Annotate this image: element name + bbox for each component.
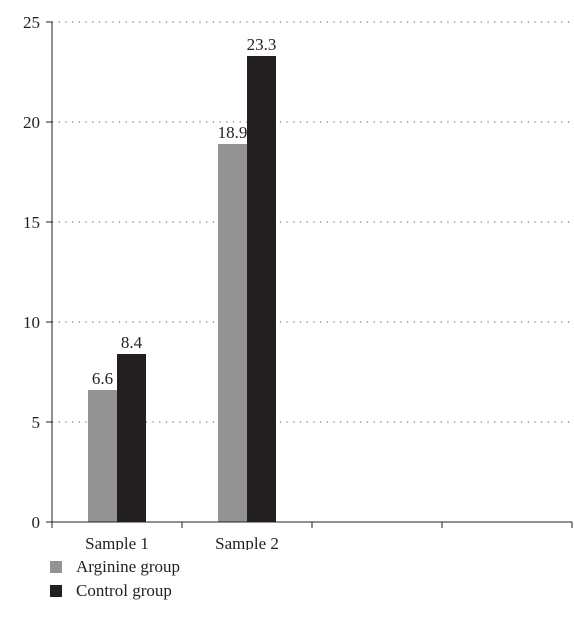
- data-labels: 6.6 8.4 18.9 23.3: [92, 35, 277, 388]
- y-tick-label: 25: [23, 13, 40, 32]
- y-tick-label: 10: [23, 313, 40, 332]
- bars: [88, 56, 276, 522]
- bar-arginine-1: [88, 390, 117, 522]
- data-label: 6.6: [92, 369, 113, 388]
- legend-label-control: Control group: [76, 581, 172, 600]
- y-tick-label: 15: [23, 213, 40, 232]
- legend-item-control: Control group: [50, 579, 180, 603]
- y-tick-label: 5: [32, 413, 41, 432]
- legend: Arginine group Control group: [50, 555, 180, 603]
- data-label: 18.9: [218, 123, 248, 142]
- category-labels: Sample 1 Sample 2: [85, 534, 279, 550]
- axes: [51, 22, 573, 528]
- bar-control-1: [117, 354, 146, 522]
- x-category-label: Sample 2: [215, 534, 279, 550]
- bar-arginine-2: [218, 144, 247, 522]
- y-axis-ticks: 0 5 10 15 20 25: [23, 13, 52, 532]
- legend-item-arginine: Arginine group: [50, 555, 180, 579]
- legend-swatch-control: [50, 585, 62, 597]
- data-label: 23.3: [247, 35, 277, 54]
- y-tick-label: 0: [32, 513, 41, 532]
- data-label: 8.4: [121, 333, 143, 352]
- y-tick-label: 20: [23, 113, 40, 132]
- x-category-label: Sample 1: [85, 534, 149, 550]
- legend-swatch-arginine: [50, 561, 62, 573]
- bar-control-2: [247, 56, 276, 522]
- legend-label-arginine: Arginine group: [76, 557, 181, 576]
